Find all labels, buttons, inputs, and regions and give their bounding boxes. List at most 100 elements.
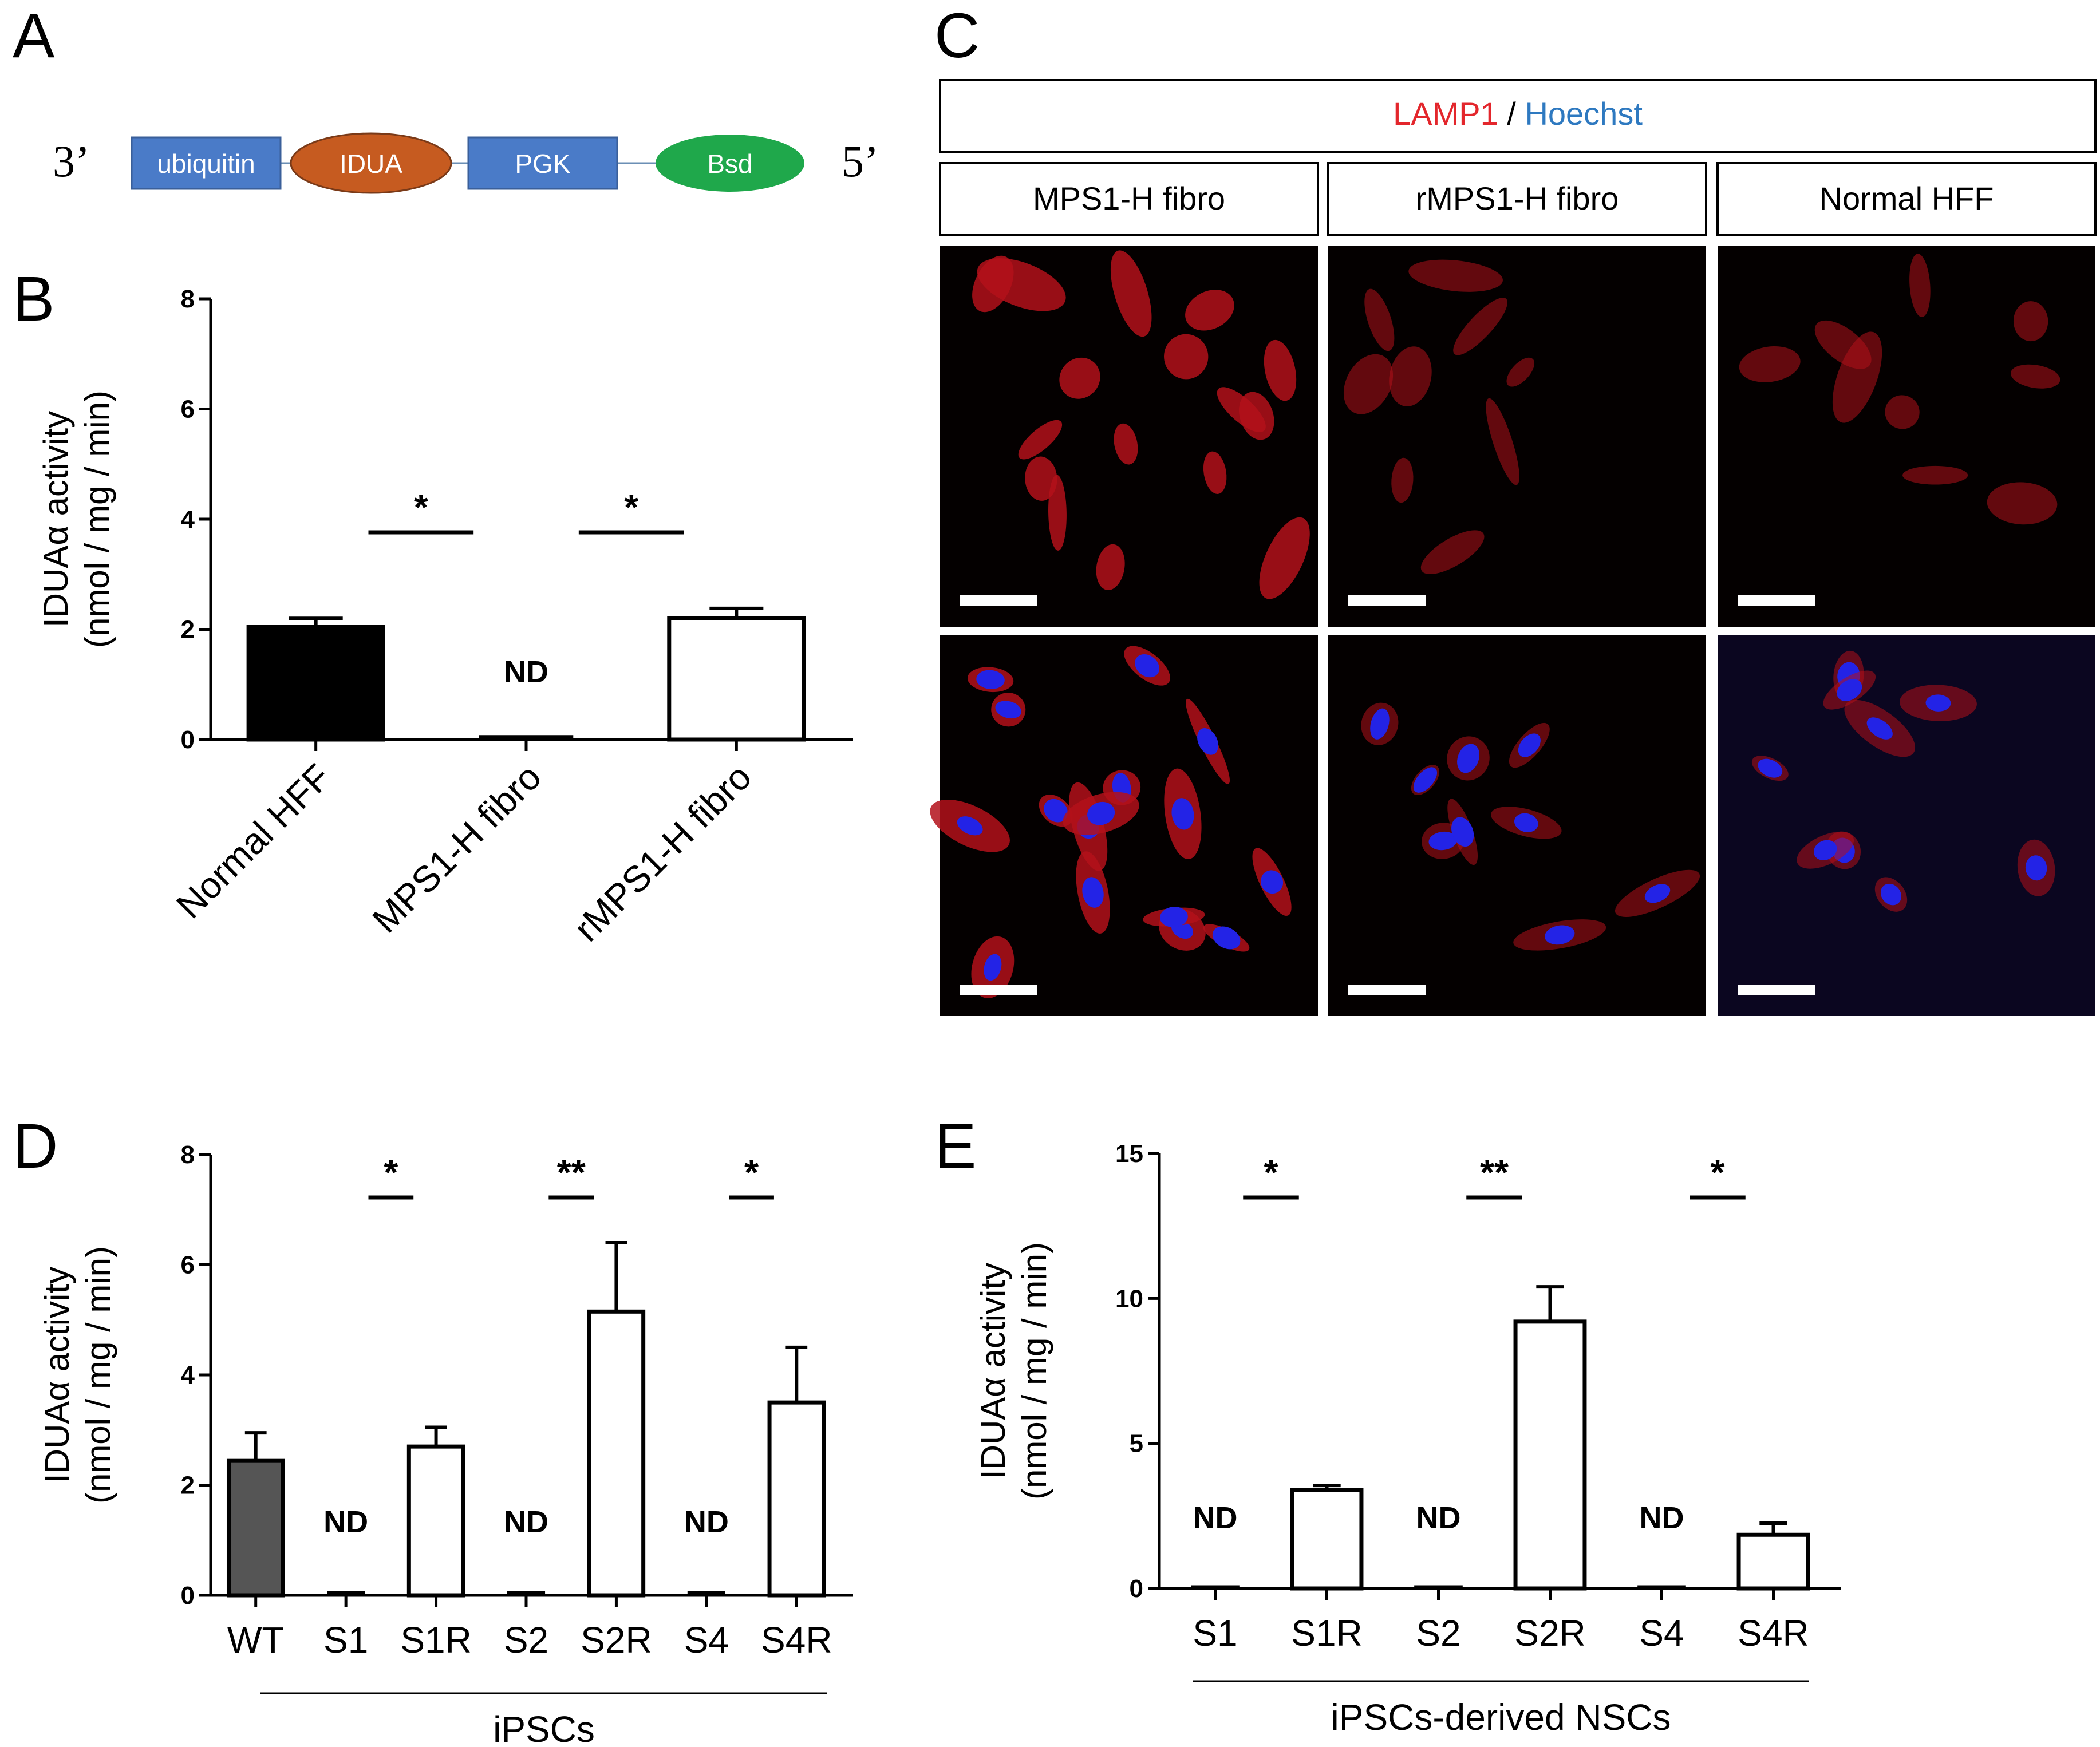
hoechst-nucleus [976, 670, 1005, 689]
nd-label: ND [504, 1505, 548, 1539]
y-axis-unit: (nmol / mg / min) [1015, 1242, 1053, 1500]
lamp1-signal [1987, 482, 2058, 525]
bar [1513, 1319, 1587, 1591]
y-tick-label: 6 [181, 396, 195, 424]
lamp1-signal [1114, 423, 1138, 465]
hoechst-nucleus [1451, 817, 1474, 847]
category-label: S4R [761, 1619, 832, 1661]
nd-label: ND [1416, 1501, 1461, 1535]
column-header-box [939, 162, 1319, 236]
bar [226, 1458, 285, 1598]
lamp1-signal [1264, 339, 1297, 401]
hoechst-nucleus [2025, 855, 2047, 881]
scale-bar [1738, 985, 1815, 995]
lamp1-signal [1420, 530, 1485, 575]
scale-bar [960, 595, 1037, 606]
nd-label: ND [1193, 1501, 1238, 1535]
hoechst-nucleus [1518, 733, 1541, 757]
significance-mark: * [384, 1152, 398, 1193]
lamp1-signal [1486, 398, 1519, 485]
hoechst-nucleus [1171, 798, 1194, 830]
lamp1-signal [1909, 254, 1931, 317]
y-tick-label: 2 [181, 616, 195, 644]
category-label: S1 [323, 1619, 368, 1661]
hoechst-nucleus [1837, 679, 1862, 701]
hoechst-nucleus [1212, 926, 1241, 950]
micrograph [1718, 246, 2095, 627]
column-header-normal-hff: Normal HFF [1819, 180, 1994, 216]
scale-bar [1348, 985, 1426, 995]
bsd-label: Bsd [707, 149, 752, 179]
lamp1-label: LAMP1 [1393, 96, 1498, 132]
panel-label-d: D [13, 1111, 58, 1181]
hoechst-nucleus [1044, 799, 1068, 823]
panel-label-e: E [934, 1111, 976, 1181]
y-tick-label: 4 [181, 1361, 195, 1389]
y-axis-title: IDUAα activity [38, 1267, 76, 1483]
hoechst-nucleus [1159, 907, 1188, 928]
micrograph-grid [930, 246, 2095, 1016]
stain-header: LAMP1 / Hoechst [1393, 96, 1643, 132]
category-label: S2 [1416, 1612, 1460, 1654]
lamp1-signal [1885, 395, 1920, 429]
significance-mark: ** [1480, 1152, 1509, 1193]
column-header-box [1716, 162, 2097, 236]
pgk-label: PGK [515, 149, 570, 179]
lamp1-signal [2013, 301, 2048, 342]
y-axis-title: IDUAα activity [974, 1263, 1012, 1479]
pgk-promoter-box [467, 136, 618, 190]
hoechst-nucleus [1082, 877, 1104, 908]
lamp1-signal [1739, 346, 1801, 382]
bar [1290, 1488, 1364, 1591]
hoechst-nucleus [957, 816, 983, 836]
category-label: S2 [504, 1619, 548, 1661]
group-label: iPSCs [493, 1709, 595, 1747]
lamp1-signal [1389, 346, 1432, 406]
panel-label-a: A [13, 1, 55, 71]
significance-mark: * [1264, 1152, 1278, 1193]
y-axis-unit: (nmol / mg / min) [78, 390, 116, 648]
microscopy-panel: LAMP1 / Hoechst MPS1-H fibro rMPS1-H fib… [930, 79, 2097, 1016]
hoechst-nucleus [984, 954, 1002, 981]
category-label: Normal HFF [168, 756, 338, 926]
hoechst-nucleus [1644, 884, 1671, 903]
scale-bar [1348, 595, 1426, 606]
hoechst-nucleus [1880, 883, 1902, 906]
y-tick-label: 4 [181, 505, 195, 533]
idua-gene-ellipse [290, 132, 452, 194]
lamp1-signal [1343, 354, 1394, 414]
category-label: S4 [1639, 1612, 1684, 1654]
category-label: S2R [581, 1619, 652, 1661]
nd-label: ND [323, 1505, 368, 1539]
nd-label: ND [1640, 1501, 1684, 1535]
lamp1-signal [1506, 357, 1535, 387]
lamp1-signal [1096, 544, 1125, 590]
bar [587, 1309, 646, 1598]
chart-d: 0 2 4 6 8 IDUAα activity (nmol / mg / min) WT ND… [38, 1141, 853, 1747]
lamp1-signal [972, 255, 1014, 313]
hoechst-nucleus [1428, 831, 1458, 851]
lamp1-signal [1814, 320, 1872, 369]
hoechst-nucleus [1261, 870, 1284, 894]
y-tick-label: 8 [181, 285, 195, 313]
panel-label-c: C [934, 1, 980, 71]
chart-b: 0 2 4 6 8 IDUAα activity (nmol / mg / min) Norm… [37, 285, 853, 950]
hoechst-nucleus [1758, 758, 1783, 778]
idua-label: IDUA [340, 149, 402, 179]
construct-diagram: 3’ ubiquitin IDUA PGK Bsd 5’ [53, 132, 879, 194]
y-tick-label: 10 [1115, 1284, 1143, 1313]
nd-label: ND [504, 655, 548, 689]
category-label: S4R [1738, 1612, 1809, 1654]
category-label: rMPS1-H fibro [566, 756, 760, 950]
lamp1-signal [1902, 465, 1968, 485]
scale-bar [1738, 595, 1815, 606]
stain-header-box [939, 79, 2097, 153]
hoechst-nucleus [1457, 744, 1480, 773]
hoechst-nucleus [995, 701, 1022, 719]
significance-mark: * [624, 487, 638, 528]
category-label: S4 [684, 1619, 729, 1661]
significance-mark: ** [557, 1152, 586, 1193]
hoechst-nucleus [1813, 840, 1837, 861]
hoechst-nucleus [1925, 694, 1951, 712]
